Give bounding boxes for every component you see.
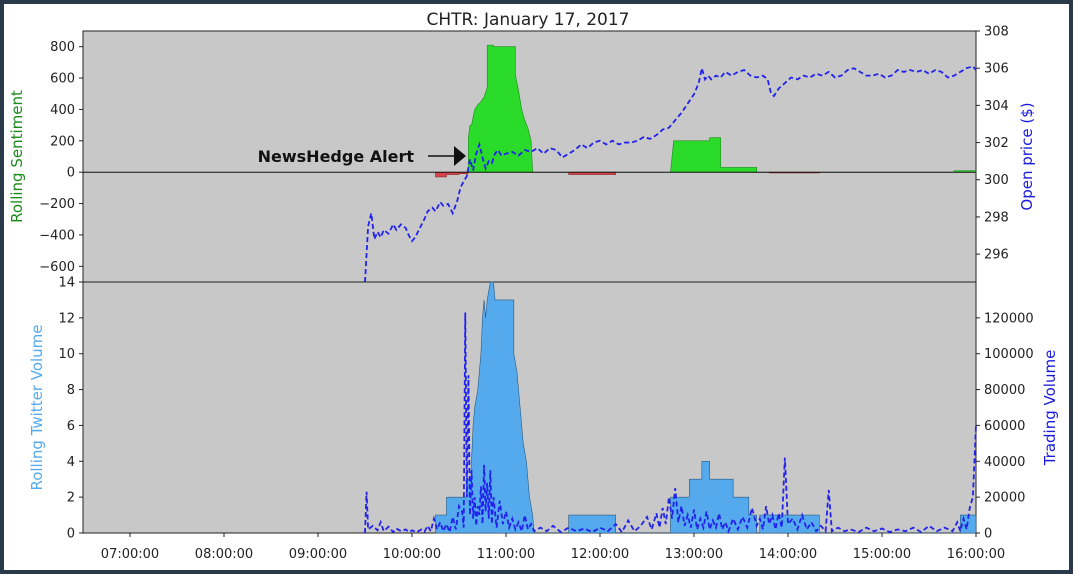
positive-sentiment-region: [468, 44, 533, 173]
y-tick-label: 120000: [984, 311, 1034, 326]
y-tick-label: 4: [67, 455, 75, 470]
newshedge-alert-annotation: NewsHedge Alert: [258, 146, 466, 166]
y-tick-label: 400: [50, 103, 75, 118]
open-price-axis: 296 298 300 302 304 306 308: [976, 25, 1009, 263]
open-price-axis-label: Open price ($): [1018, 102, 1036, 210]
y-tick-label: 60000: [984, 419, 1025, 434]
y-tick-label: 306: [984, 62, 1009, 77]
y-tick-label: −200: [39, 197, 75, 212]
y-tick-label: 200: [50, 134, 75, 149]
y-tick-label: 0: [984, 527, 992, 542]
x-tick-label: 09:00:00: [289, 547, 347, 562]
twitter-plot-area: [82, 281, 977, 534]
x-tick-label: 07:00:00: [101, 547, 159, 562]
open-price-line: [364, 65, 977, 283]
y-tick-label: 296: [984, 248, 1009, 263]
negative-sentiment-region: [435, 171, 469, 178]
trading-volume-axis: 0 20000 40000 60000 80000 100000 120000: [976, 311, 1034, 542]
sentiment-panel: −600 −400 −200 0 200 400 600 800 296 298 300 302 30…: [8, 25, 1036, 283]
y-tick-label: 0: [67, 527, 75, 542]
twitter-volume-panel: 0 2 4 6 8 10 12 14 0 20000 40000 60000 80000 100000 1…: [28, 276, 1059, 563]
x-tick-label: 10:00:00: [383, 547, 441, 562]
y-tick-label: 600: [50, 72, 75, 87]
x-tick-label: 16:00:00: [947, 547, 1005, 562]
y-tick-label: 2: [67, 491, 75, 506]
y-tick-label: 304: [984, 99, 1009, 114]
twitter-volume-axis: 0 2 4 6 8 10 12 14: [58, 276, 83, 542]
x-tick-label: 12:00:00: [571, 547, 629, 562]
newshedge-alert-label: NewsHedge Alert: [258, 147, 415, 166]
y-tick-label: 298: [984, 210, 1009, 225]
y-tick-label: 20000: [984, 491, 1025, 506]
y-tick-label: 40000: [984, 455, 1025, 470]
y-tick-label: 302: [984, 136, 1009, 151]
twitter-volume-axis-label: Rolling Twitter Volume: [28, 324, 46, 490]
x-tick-label: 11:00:00: [477, 547, 535, 562]
chart-title: CHTR: January 17, 2017: [426, 10, 629, 30]
y-tick-label: −600: [39, 260, 75, 275]
y-tick-label: 0: [67, 166, 75, 181]
trading-volume-axis-label: Trading Volume: [1041, 350, 1059, 467]
y-tick-label: −400: [39, 228, 75, 243]
y-tick-label: 80000: [984, 383, 1025, 398]
y-tick-label: 12: [58, 311, 75, 326]
y-tick-label: 308: [984, 25, 1009, 40]
y-tick-label: 14: [58, 276, 75, 291]
y-tick-label: 100000: [984, 347, 1034, 362]
sentiment-area: [435, 44, 977, 178]
trading-volume-line: [364, 312, 977, 536]
x-tick-label: 08:00:00: [195, 547, 253, 562]
time-axis: 07:00:00 08:00:00 09:00:00 10:00:00 11:00:00…: [101, 533, 1005, 562]
x-tick-label: 14:00:00: [759, 547, 817, 562]
y-tick-label: 300: [984, 173, 1009, 188]
sentiment-axis-label: Rolling Sentiment: [8, 90, 26, 223]
positive-sentiment-region: [670, 137, 757, 173]
y-tick-label: 10: [58, 347, 75, 362]
x-tick-label: 15:00:00: [853, 547, 911, 562]
x-tick-label: 13:00:00: [665, 547, 723, 562]
y-tick-label: 6: [67, 419, 75, 434]
alert-arrow-head: [454, 146, 466, 166]
y-tick-label: 8: [67, 383, 75, 398]
y-tick-label: 800: [50, 40, 75, 55]
sentiment-axis: −600 −400 −200 0 200 400 600 800: [39, 40, 83, 275]
